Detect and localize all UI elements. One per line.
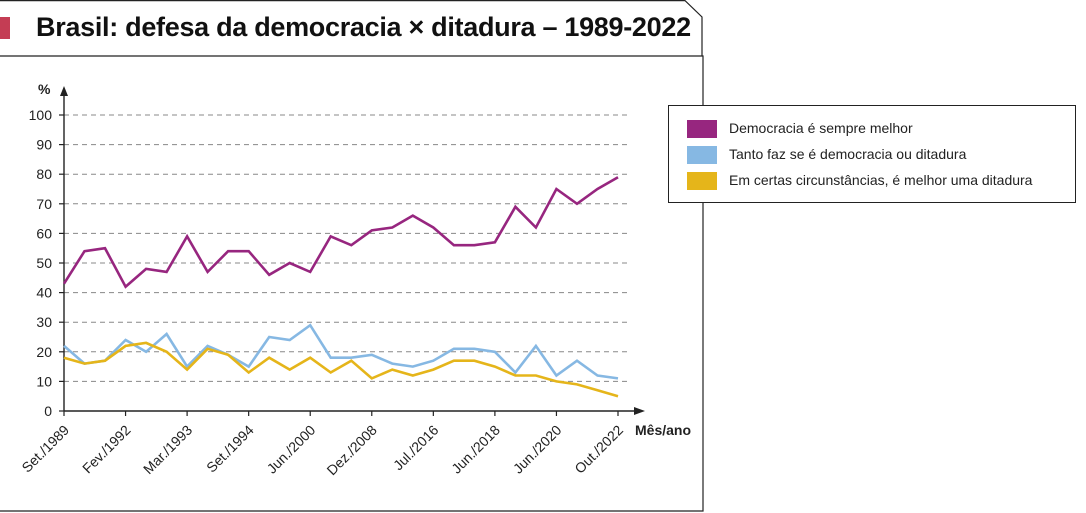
series-line [62, 176, 619, 289]
legend-swatch-tanto-faz [687, 146, 717, 164]
title-tab-marker [0, 17, 10, 39]
y-tick-label: 70 [36, 196, 52, 212]
chart-title: Brasil: defesa da democracia × ditadura … [36, 12, 691, 42]
y-axis-label: % [38, 81, 51, 97]
x-tick-label: Jun./2020 [510, 422, 565, 477]
y-tick-label: 30 [36, 314, 52, 330]
x-tick-label: Set./1994 [203, 422, 257, 476]
line-chart: % Mês/ano 0 10 20 30 40 50 60 70 80 90 100 Set./198… [18, 81, 691, 478]
x-axis-ticks: Set./1989 Fev./1992 Mar./1993 Set./1994 Jun.… [18, 411, 626, 478]
x-axis-arrow [634, 407, 645, 415]
y-tick-label: 60 [36, 225, 52, 241]
axes: % Mês/ano [38, 81, 691, 438]
x-axis-label: Mês/ano [635, 422, 691, 438]
x-tick-label: Dez./2008 [323, 422, 380, 479]
y-tick-label: 0 [44, 403, 52, 419]
series-line [63, 323, 619, 380]
legend-label-tanto-faz: Tanto faz se é democracia ou ditadura [729, 146, 967, 162]
legend-label-democracia: Democracia é sempre melhor [729, 120, 913, 136]
y-axis-arrow [60, 86, 68, 96]
gridlines [64, 114, 628, 382]
legend: Democracia é sempre melhor Tanto faz se … [668, 105, 1076, 203]
x-tick-label: Jun./2000 [264, 422, 319, 477]
legend-swatch-certas-circunstancias [687, 172, 717, 190]
series-lines [62, 176, 619, 398]
x-tick-label: Set./1989 [18, 422, 72, 476]
x-tick-label: Jun./2018 [448, 422, 503, 477]
y-tick-label: 100 [29, 107, 53, 123]
y-tick-label: 90 [36, 137, 52, 153]
y-tick-label: 10 [36, 373, 52, 389]
y-tick-label: 20 [36, 344, 52, 360]
title-box: Brasil: defesa da democracia × ditadura … [0, 0, 703, 56]
y-axis-ticks: 0 10 20 30 40 50 60 70 80 90 100 [29, 107, 64, 419]
x-tick-label: Out./2022 [571, 422, 626, 477]
y-tick-label: 50 [36, 255, 52, 271]
y-tick-label: 40 [36, 285, 52, 301]
x-tick-label: Jul./2016 [390, 422, 442, 474]
x-tick-label: Mar./1993 [140, 422, 195, 477]
legend-label-certas-circunstancias: Em certas circunstâncias, é melhor uma d… [729, 172, 1033, 188]
y-tick-label: 80 [36, 166, 52, 182]
x-tick-label: Fev./1992 [79, 422, 134, 477]
legend-swatch-democracia [687, 120, 717, 138]
series-line [63, 341, 619, 398]
